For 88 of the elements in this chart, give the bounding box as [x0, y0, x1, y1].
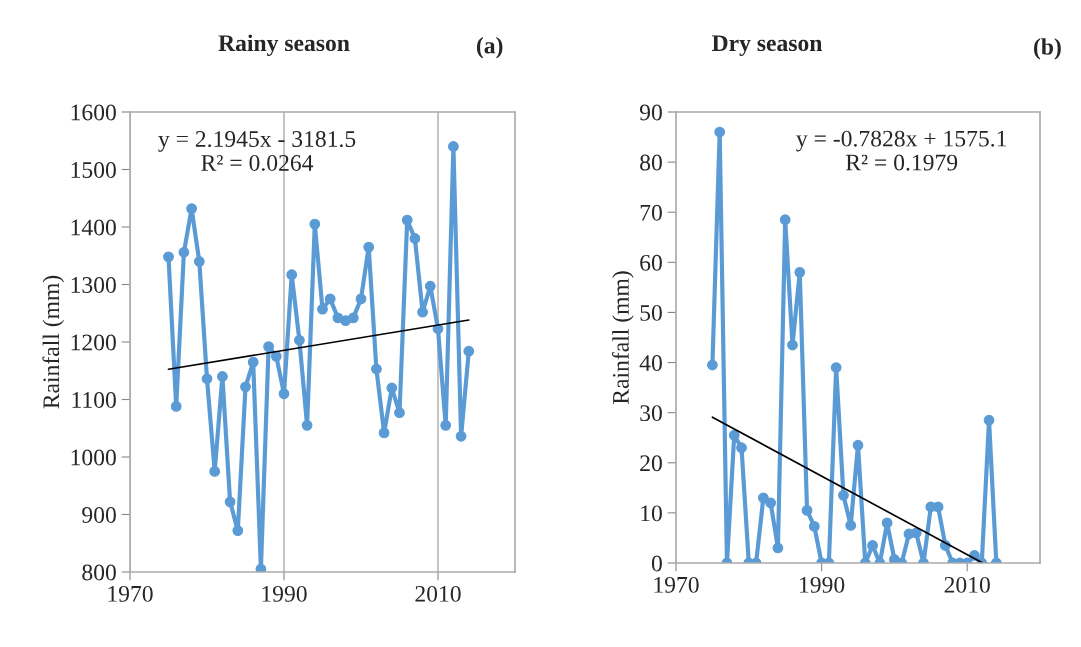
point	[309, 218, 321, 230]
x-tick-label: 2010	[944, 576, 990, 593]
point	[455, 430, 467, 442]
point	[867, 540, 878, 551]
point	[728, 429, 740, 441]
point	[440, 419, 452, 431]
y-tick-label: 30	[640, 405, 662, 422]
y-tick-label: 900	[82, 506, 116, 523]
point	[201, 373, 213, 385]
point	[317, 303, 328, 315]
point	[448, 141, 459, 152]
point	[163, 251, 174, 263]
y-tick-label: 1100	[72, 391, 116, 408]
x-tick-label: 1970	[108, 585, 153, 602]
point	[463, 345, 475, 357]
point	[838, 489, 849, 501]
y-tick-label: 40	[639, 355, 662, 371]
point	[301, 419, 313, 431]
point	[278, 388, 290, 400]
point	[808, 521, 820, 532]
point	[186, 203, 197, 214]
point	[424, 280, 436, 292]
y-tick-label: 10	[641, 505, 662, 522]
point	[355, 293, 367, 305]
point	[347, 312, 359, 324]
annotation: y = 2.1945x - 3181.5 R² = 0.0264	[158, 131, 356, 171]
point	[386, 382, 398, 394]
point	[178, 246, 190, 258]
point	[263, 341, 274, 352]
point	[409, 233, 421, 244]
point	[736, 442, 747, 454]
point	[765, 497, 777, 509]
point	[247, 356, 259, 368]
y-tick-label: 0	[651, 555, 662, 572]
y-tick-label: 80	[640, 154, 662, 171]
y-tick-label: 1300	[71, 276, 116, 293]
chart-title: Dry season	[712, 35, 823, 56]
y-tick-label: 1600	[71, 104, 116, 121]
point	[378, 427, 390, 439]
point	[714, 126, 726, 138]
x-tick-label: 1990	[262, 585, 307, 602]
y-axis-title: Rainfall (mm)	[611, 271, 634, 405]
y-tick-label: 90	[639, 104, 662, 121]
y-tick-label: 1400	[71, 219, 116, 236]
point	[881, 517, 893, 529]
point	[363, 241, 375, 253]
x-tick-label: 1990	[800, 576, 845, 593]
point	[830, 362, 842, 373]
y-tick-label: 1000	[71, 449, 116, 466]
point	[787, 339, 798, 351]
y-tick-label: 50	[640, 304, 662, 321]
y-tick-label: 1500	[71, 161, 116, 178]
x-tick-label: 2010	[415, 585, 461, 602]
point	[224, 496, 236, 508]
point	[255, 563, 267, 572]
point	[324, 293, 336, 305]
point	[217, 371, 228, 382]
y-tick-label: 60	[640, 254, 662, 271]
x-tick-label: 1970	[654, 576, 699, 593]
point	[801, 505, 813, 516]
point	[983, 414, 995, 426]
point	[232, 525, 244, 536]
point	[772, 542, 784, 554]
point	[240, 381, 251, 393]
y-tick-label: 70	[640, 204, 662, 221]
y-tick-label: 20	[640, 455, 662, 472]
y-axis-title: Rainfall (mm)	[42, 275, 65, 409]
text: (b)	[1034, 38, 1061, 60]
point	[286, 269, 298, 281]
point	[170, 401, 182, 412]
point	[417, 306, 428, 318]
point	[401, 214, 413, 226]
point	[209, 465, 221, 477]
point	[707, 359, 718, 371]
point	[371, 363, 382, 375]
point	[852, 439, 864, 451]
point	[193, 256, 205, 267]
y-tick-label: 1200	[71, 334, 116, 351]
point	[757, 492, 769, 504]
point	[294, 334, 305, 346]
point	[779, 214, 791, 226]
annotation: y = -0.7828x + 1575.1 R² = 0.1979	[796, 130, 1007, 171]
chart-title: Rainy season	[218, 34, 350, 56]
point	[394, 407, 405, 419]
point	[845, 520, 857, 531]
text: (a)	[476, 36, 503, 59]
y-tick-label: 800	[82, 564, 116, 581]
point	[794, 266, 806, 278]
